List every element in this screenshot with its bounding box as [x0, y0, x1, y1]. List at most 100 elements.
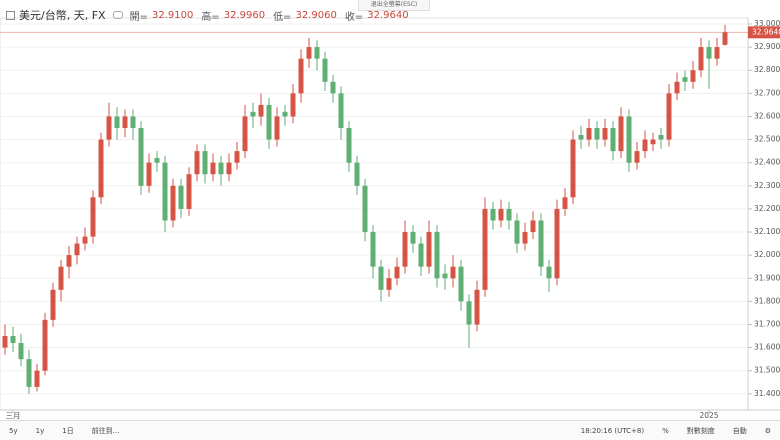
toolbar: 5y 1y 1日 前往到... 18:20:16 (UTC+8)% 對數刻度 自動 ⚙ — [0, 420, 780, 440]
candle-body — [570, 139, 576, 198]
y-tick-label: 32.9000 — [754, 42, 780, 51]
candle-body — [650, 139, 656, 145]
collapse-icon[interactable] — [6, 10, 15, 20]
candle-body — [306, 47, 312, 59]
candle-body — [626, 116, 632, 163]
candle-body — [114, 116, 120, 129]
toolbar-button[interactable]: 前往到... — [91, 426, 120, 435]
eye-icon[interactable] — [112, 11, 123, 19]
candle-body — [194, 151, 200, 175]
candle-body — [514, 220, 520, 244]
candle-body — [82, 236, 88, 244]
candle-body — [554, 208, 560, 279]
candle-body — [58, 266, 64, 290]
candle-body — [274, 116, 280, 140]
candle-body — [346, 128, 352, 163]
candle-body — [474, 289, 480, 325]
candle-body — [674, 81, 680, 94]
candle-body — [314, 47, 320, 59]
y-tick-label: 32.8000 — [754, 65, 780, 74]
candle-body — [170, 185, 176, 221]
candle-body — [298, 58, 304, 94]
candle-body — [722, 32, 728, 45]
toolbar-button[interactable]: 1y — [35, 426, 45, 435]
candle-body — [402, 232, 408, 267]
candle-body — [226, 162, 232, 175]
y-tick-label: 32.6000 — [754, 111, 780, 120]
y-tick-label: 33.0000 — [754, 19, 780, 28]
symbol: 美元/台幣, 天, FX — [19, 9, 106, 22]
candle-body — [658, 134, 664, 140]
candle-body — [370, 232, 376, 267]
candle-body — [26, 359, 32, 387]
close-value: 32.9640 — [367, 9, 409, 21]
candle-body — [386, 278, 392, 290]
candle-body — [522, 232, 528, 244]
candle-body — [466, 301, 472, 325]
y-tick-label: 32.0000 — [754, 250, 780, 259]
candle-body — [618, 116, 624, 152]
toolbar-button[interactable]: 1日 — [62, 426, 74, 435]
x-tick-label: 2025 — [699, 411, 718, 420]
toolbar-button[interactable]: 5y — [9, 426, 18, 435]
candle-body — [210, 162, 216, 175]
candle-body — [530, 220, 536, 233]
toolbar-button[interactable]: 自動 — [732, 426, 747, 435]
candle-body — [322, 58, 328, 82]
candle-body — [458, 266, 464, 302]
candle-body — [698, 47, 704, 71]
toolbar-button[interactable]: % — [662, 426, 669, 435]
header: 美元/台幣, 天, FX 開= 32.9100 高= 32.9960 低= 32.90… — [6, 7, 413, 23]
candle-body — [122, 116, 128, 129]
candle-body — [138, 128, 144, 186]
candle-body — [98, 139, 104, 198]
settings-icon[interactable]: ⚙ — [764, 426, 771, 435]
open-value: 32.9100 — [151, 9, 194, 21]
candle-body — [258, 104, 264, 117]
candle-body — [706, 47, 712, 59]
candle-body — [634, 151, 640, 163]
candle-body — [538, 220, 544, 267]
clock: 18:20:16 (UTC+8) — [580, 426, 645, 435]
y-tick-label: 32.3000 — [754, 181, 780, 190]
candle-body — [282, 111, 288, 117]
candle-body — [610, 128, 616, 152]
candle-body — [234, 151, 240, 163]
candle-body — [666, 93, 672, 140]
y-tick-label: 32.5000 — [754, 135, 780, 144]
y-tick-label: 31.9000 — [754, 273, 780, 282]
candle-body — [482, 208, 488, 290]
candle-body — [162, 162, 168, 221]
candle-body — [498, 208, 504, 221]
candle-body — [354, 162, 360, 186]
candle-body — [186, 174, 192, 209]
candle-body — [506, 208, 512, 221]
candle-body — [2, 336, 8, 348]
candle-body — [330, 81, 336, 94]
candle-body — [178, 185, 184, 209]
candle-body — [146, 162, 152, 186]
candle-body — [10, 336, 16, 343]
candle-body — [290, 93, 296, 117]
low-label: 低= — [273, 11, 292, 23]
candle-body — [690, 70, 696, 82]
last-price-label: 32.9640 — [752, 27, 780, 36]
candle-body — [154, 158, 160, 163]
candle-body — [74, 243, 80, 256]
exit-fullscreen[interactable]: 退出全螢幕(ESC) — [358, 0, 430, 11]
y-tick-label: 32.1000 — [754, 227, 780, 236]
x-tick-label: 三月 — [6, 411, 21, 420]
candle-body — [50, 289, 56, 320]
y-tick-label: 32.2000 — [754, 204, 780, 213]
candle-body — [250, 111, 256, 117]
toolbar-button[interactable]: 對數刻度 — [686, 426, 715, 435]
candle-body — [66, 255, 72, 267]
chart: 31.4000 31.5000 31.6000 31.7000 31.8000 31.90… — [0, 17, 780, 420]
y-tick-label: 31.6000 — [754, 343, 780, 352]
candle-body — [418, 243, 424, 267]
candle-body — [434, 232, 440, 279]
candle-body — [18, 342, 24, 360]
candle-body — [410, 232, 416, 244]
last-price-box — [748, 26, 780, 39]
